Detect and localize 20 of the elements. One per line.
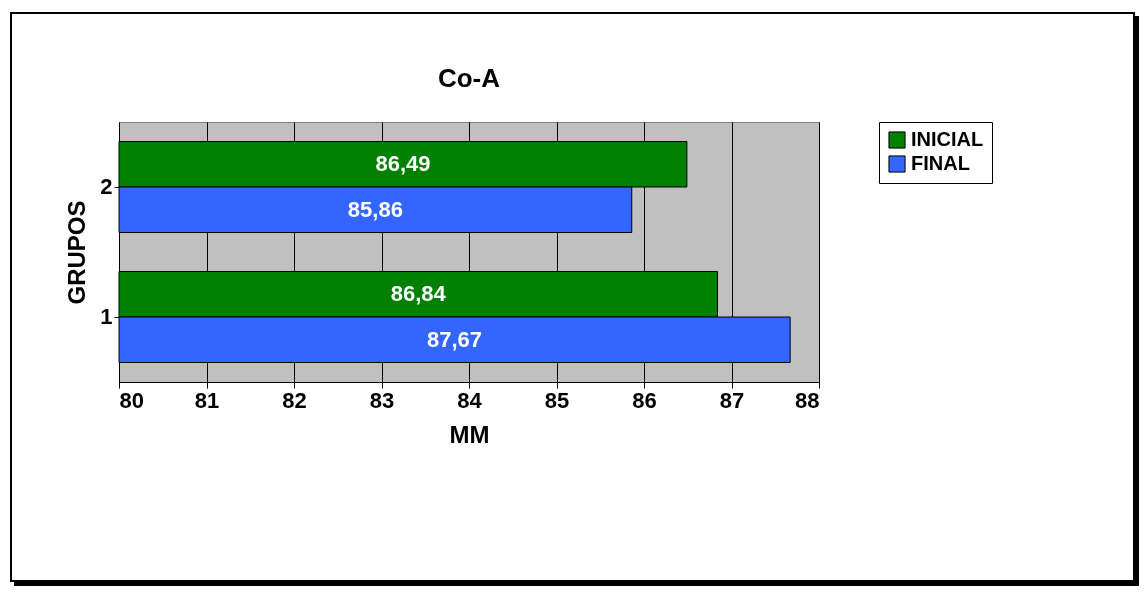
data-label: 87,67 xyxy=(427,326,483,352)
x-tick-label: 85 xyxy=(544,387,570,413)
x-tick-label: 83 xyxy=(369,387,395,413)
y-tick-label: 1 xyxy=(100,304,113,329)
data-label: 86,84 xyxy=(390,281,447,307)
data-label: 85,86 xyxy=(347,196,403,222)
y-tick-label: 2 xyxy=(100,174,113,199)
y-axis-title: GRUPOS xyxy=(63,200,91,305)
x-axis-title: MM xyxy=(449,420,490,448)
x-tick-label: 84 xyxy=(457,387,483,413)
x-tick-label: 81 xyxy=(194,387,220,413)
x-tick-label: 82 xyxy=(282,387,307,413)
data-label: 86,49 xyxy=(375,151,431,177)
x-tick-label: 86 xyxy=(632,387,657,413)
x-tick-label: 80 xyxy=(119,387,144,413)
x-tick-label: 88 xyxy=(795,387,820,413)
legend-label: FINAL xyxy=(911,152,970,174)
x-tick-label: 87 xyxy=(719,387,745,413)
legend-label: INICIAL xyxy=(911,128,984,150)
chart-title: Co-A xyxy=(437,62,501,93)
